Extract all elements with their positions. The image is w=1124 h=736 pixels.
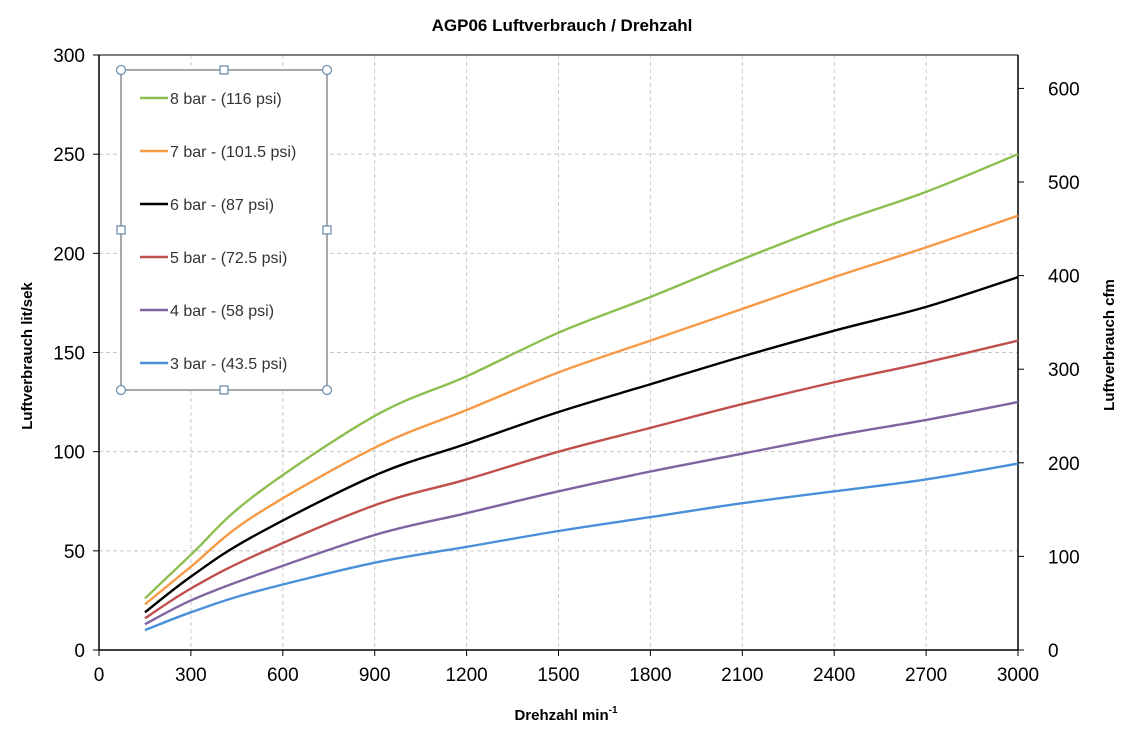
y2-axis-label: Luftverbrauch cfm — [1101, 279, 1118, 411]
axis-labels: AGP06 Luftverbrauch / Drehzahl Luftverbr… — [19, 16, 1118, 724]
y-tick-label: 200 — [53, 244, 85, 265]
x-axis-label-text: Drehzahl min — [514, 707, 608, 724]
series-line-4-bar — [144, 400, 1019, 626]
legend-entry-label: 7 bar - (101.5 psi) — [170, 144, 296, 161]
legend[interactable]: 8 bar - (116 psi) 7 bar - (101.5 psi) 6 ba… — [115, 64, 333, 396]
legend-corner-handle[interactable] — [115, 384, 127, 396]
x-tick-label: 1500 — [537, 665, 579, 686]
x-axis-label-exponent: -1 — [609, 705, 618, 716]
legend-side-handle[interactable] — [219, 65, 229, 75]
x-tick-label: 3000 — [997, 665, 1039, 686]
y-tick-label: 100 — [53, 443, 85, 464]
y2-tick-label: 100 — [1048, 547, 1080, 568]
x-tick-label: 900 — [359, 665, 391, 686]
y2-tick-label: 500 — [1048, 173, 1080, 194]
legend-side-handle[interactable] — [116, 225, 126, 235]
y-tick-label: 0 — [74, 641, 85, 662]
legend-entry-label: 5 bar - (72.5 psi) — [170, 250, 287, 267]
x-tick-label: 300 — [175, 665, 207, 686]
y2-tick-label: 600 — [1048, 79, 1080, 100]
series-line-8-bar — [144, 153, 1019, 600]
legend-corner-handle[interactable] — [321, 384, 333, 396]
legend-entry-label: 4 bar - (58 psi) — [170, 303, 274, 320]
x-tick-label: 0 — [94, 665, 105, 686]
legend-entry-label: 3 bar - (43.5 psi) — [170, 356, 287, 373]
y2-tick-label: 300 — [1048, 360, 1080, 381]
legend-corner-handle[interactable] — [115, 64, 127, 76]
x-tick-label: 2700 — [905, 665, 947, 686]
series-lines — [144, 153, 1019, 632]
x-tick-label: 2100 — [721, 665, 763, 686]
x-tick-label: 1200 — [445, 665, 487, 686]
legend-box[interactable] — [120, 69, 328, 391]
series-line-6-bar — [144, 275, 1019, 614]
y2-tick-label: 0 — [1048, 641, 1059, 662]
chart-title: AGP06 Luftverbrauch / Drehzahl — [432, 16, 693, 35]
legend-corner-handle[interactable] — [321, 64, 333, 76]
series-line-7-bar — [144, 214, 1019, 606]
y2-tick-label: 400 — [1048, 267, 1080, 288]
legend-entry-label: 6 bar - (87 psi) — [170, 197, 274, 214]
series-line-5-bar — [144, 339, 1019, 620]
y-axis-label: Luftverbrauch lit/sek — [19, 282, 36, 430]
y-tick-label: 150 — [53, 344, 85, 365]
legend-entry-label: 8 bar - (116 psi) — [170, 91, 282, 108]
y-tick-label: 50 — [64, 542, 85, 563]
legend-side-handle[interactable] — [219, 385, 229, 395]
x-axis-label: Drehzahl min-1 — [514, 705, 618, 724]
y2-tick-label: 200 — [1048, 454, 1080, 475]
legend-side-handle[interactable] — [322, 225, 332, 235]
x-tick-label: 2400 — [813, 665, 855, 686]
x-tick-label: 1800 — [629, 665, 671, 686]
series-line-3-bar — [144, 462, 1019, 632]
y-tick-label: 300 — [53, 46, 85, 67]
y-tick-label: 250 — [53, 145, 85, 166]
x-tick-label: 600 — [267, 665, 299, 686]
